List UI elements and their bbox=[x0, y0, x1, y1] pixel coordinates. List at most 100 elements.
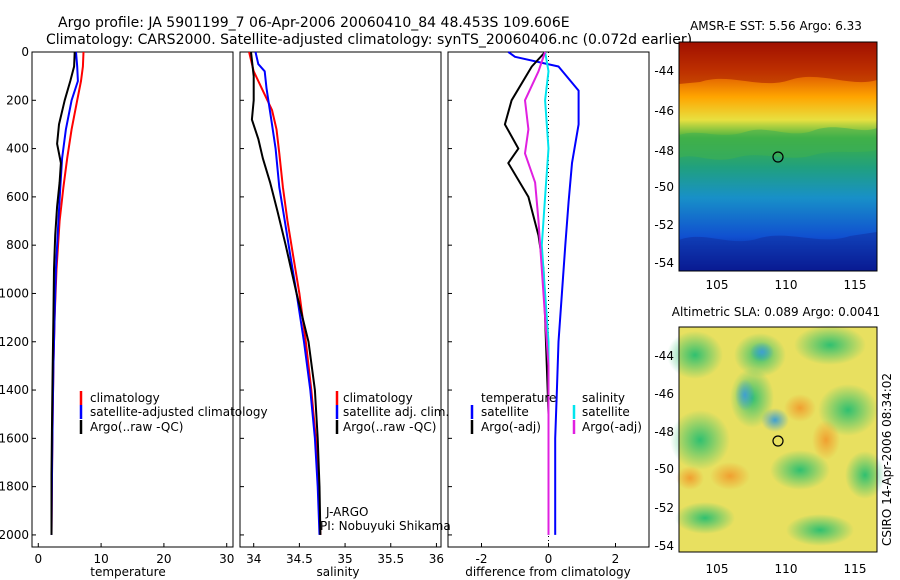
sla-eddy bbox=[670, 410, 730, 470]
sla-map-title: Altimetric SLA: 0.089 Argo: 0.0041 bbox=[672, 305, 880, 319]
sst-map-xticks: 105 110 115 bbox=[706, 278, 867, 292]
sla-eddy bbox=[770, 450, 830, 490]
salinity-legend: climatology satellite adj. clim. Argo(..… bbox=[335, 391, 449, 434]
y-tick-label: 600 bbox=[6, 190, 29, 204]
sst-map bbox=[678, 41, 878, 272]
sst-ytick: -54 bbox=[654, 256, 674, 270]
annotation-pi: PI: Nobuyuki Shikama bbox=[320, 519, 451, 533]
legend-header-temperature: temperature bbox=[481, 391, 556, 405]
sst-warm-band bbox=[679, 42, 877, 84]
sla-xtick: 115 bbox=[844, 562, 867, 576]
y-tick-label: 200 bbox=[6, 93, 29, 107]
sla-eddy bbox=[710, 462, 750, 490]
sla-eddy bbox=[845, 451, 885, 499]
sst-ytick: -44 bbox=[654, 64, 674, 78]
legend-label-argo: Argo(..raw -QC) bbox=[90, 420, 183, 434]
difference-xlabel: difference from climatology bbox=[465, 565, 631, 579]
sla-eddy bbox=[812, 420, 840, 460]
sla-map-xticks: 105 110 115 bbox=[706, 562, 867, 576]
series-line-argo bbox=[250, 51, 322, 535]
legend-label-climatology: climatology bbox=[90, 391, 160, 405]
sst-ytick: -52 bbox=[654, 218, 674, 232]
salinity-plot-frame bbox=[239, 51, 442, 548]
sla-xtick: 110 bbox=[775, 562, 798, 576]
sla-eddy bbox=[675, 502, 735, 534]
sla-eddy bbox=[786, 514, 854, 546]
sla-eddy bbox=[784, 394, 816, 422]
legend-label-climatology: climatology bbox=[343, 391, 413, 405]
sla-ytick: -52 bbox=[654, 501, 674, 515]
sla-ytick: -44 bbox=[654, 349, 674, 363]
series-line-argo bbox=[503, 51, 550, 535]
series-line-satellite bbox=[50, 51, 79, 535]
temperature-legend: climatology satellite-adjusted climatolo… bbox=[79, 391, 268, 434]
legend-label-temp-satellite: satellite bbox=[481, 405, 529, 419]
salinity-xlabel: salinity bbox=[316, 565, 359, 579]
series-line-salinity_argo bbox=[524, 51, 550, 535]
temperature-plot: 0 10 20 30 0 200 400 600 800 1000 1200 1400 1600 1800… bbox=[0, 45, 234, 566]
sst-xtick: 115 bbox=[844, 278, 867, 292]
x-tick-label: 34 bbox=[246, 552, 261, 566]
legend-label-temp-argo: Argo(-adj) bbox=[481, 420, 541, 434]
sla-eddy bbox=[676, 466, 704, 490]
x-tick-label: 34.5 bbox=[286, 552, 313, 566]
sla-ytick: -46 bbox=[654, 387, 674, 401]
sst-xtick: 110 bbox=[775, 278, 798, 292]
sla-xtick: 105 bbox=[706, 562, 729, 576]
temperature-plot-frame bbox=[31, 51, 234, 548]
sst-map-title: AMSR-E SST: 5.56 Argo: 6.33 bbox=[690, 19, 862, 33]
x-tick-label: 0 bbox=[34, 552, 42, 566]
sst-xtick: 105 bbox=[706, 278, 729, 292]
legend-label-sal-satellite: satellite bbox=[582, 405, 630, 419]
difference-legend: temperature salinity satellite Argo(-adj… bbox=[470, 391, 642, 434]
sla-eddy bbox=[667, 331, 723, 379]
sla-map bbox=[667, 325, 885, 553]
sla-eddy bbox=[750, 342, 774, 362]
sst-map-yticks: -44 -46 -48 -50 -52 -54 bbox=[654, 64, 674, 270]
credit-stamp: CSIRO 14-Apr-2006 08:34:02 bbox=[880, 373, 894, 546]
y-tick-label: 1600 bbox=[0, 431, 29, 445]
sst-ytick: -46 bbox=[654, 104, 674, 118]
sla-ytick: -50 bbox=[654, 462, 674, 476]
y-tick-label: 1000 bbox=[0, 286, 29, 300]
sla-eddy bbox=[794, 325, 866, 365]
legend-header-salinity: salinity bbox=[582, 391, 625, 405]
y-tick-label: 1200 bbox=[0, 335, 29, 349]
series-line-argo bbox=[50, 51, 76, 535]
sla-map-yticks: -44 -46 -48 -50 -52 -54 bbox=[654, 349, 674, 553]
x-tick-label: 10 bbox=[93, 552, 108, 566]
y-tick-label: 2000 bbox=[0, 528, 29, 542]
argo-float-marker bbox=[772, 435, 784, 447]
header-line-2: Climatology: CARS2000. Satellite-adjuste… bbox=[46, 32, 692, 48]
y-tick-label: 1400 bbox=[0, 383, 29, 397]
series-line-climatology bbox=[248, 51, 322, 535]
legend-label-sal-argo: Argo(-adj) bbox=[582, 420, 642, 434]
y-tick-label: 0 bbox=[21, 45, 29, 59]
sla-eddy bbox=[735, 379, 755, 411]
sla-ytick: -48 bbox=[654, 425, 674, 439]
sst-front-band bbox=[679, 127, 877, 160]
sst-map-frame bbox=[678, 41, 878, 272]
salinity-plot: 34 34.5 35 35.5 36 bbox=[239, 51, 444, 566]
sst-ytick: -48 bbox=[654, 144, 674, 158]
sla-map-frame bbox=[678, 326, 878, 553]
legend-label-satellite: satellite-adjusted climatology bbox=[90, 405, 268, 419]
y-tick-label: 400 bbox=[6, 142, 29, 156]
legend-label-satellite: satellite adj. clim. bbox=[343, 405, 449, 419]
temperature-xlabel: temperature bbox=[90, 565, 165, 579]
annotation-program: J-ARGO bbox=[325, 505, 368, 519]
y-tick-label: 800 bbox=[6, 238, 29, 252]
series-line-satellite bbox=[507, 51, 580, 535]
x-tick-label: 20 bbox=[156, 552, 171, 566]
x-tick-label: 0 bbox=[545, 552, 553, 566]
sla-eddy bbox=[761, 408, 789, 432]
sst-ytick: -50 bbox=[654, 180, 674, 194]
x-tick-label: 36 bbox=[429, 552, 444, 566]
y-tick-label: 1800 bbox=[0, 480, 29, 494]
x-tick-label: -2 bbox=[476, 552, 488, 566]
argo-float-marker bbox=[772, 151, 784, 163]
difference-plot: -2 0 2 bbox=[447, 51, 650, 566]
x-tick-label: 30 bbox=[219, 552, 234, 566]
series-line-satellite bbox=[254, 51, 321, 535]
